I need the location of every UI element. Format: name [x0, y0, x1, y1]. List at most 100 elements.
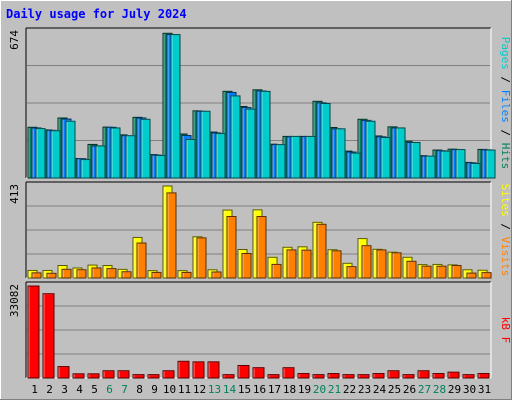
bar-outline: [282, 367, 295, 379]
x-tick-label: 17: [268, 383, 281, 396]
bar-face: [333, 250, 341, 278]
bar-outline: [50, 130, 61, 179]
bar-face: [224, 374, 234, 378]
bar-face: [292, 136, 300, 178]
bar-face: [157, 155, 165, 178]
bar-face: [179, 361, 189, 378]
bar-face: [378, 249, 386, 278]
y-max-label: 33082: [8, 284, 21, 317]
bar-outline: [61, 268, 72, 279]
bar-face: [254, 367, 264, 378]
bar-face: [78, 269, 86, 278]
bar-outline: [451, 265, 462, 279]
bar-face: [123, 271, 131, 278]
bar-pages: [290, 135, 301, 179]
bar-pages: [395, 127, 406, 179]
bar-face: [277, 144, 285, 178]
bar-visits: [76, 269, 87, 279]
bar-outline: [290, 135, 301, 179]
bar-outline: [402, 374, 415, 379]
bar-pages: [125, 135, 136, 179]
bar-kb-f: [147, 374, 160, 379]
bar-outline: [162, 370, 175, 379]
bar-face: [112, 127, 120, 178]
bar-outline: [151, 271, 162, 279]
bar-outline: [196, 237, 207, 279]
bar-visits: [361, 245, 372, 279]
bar-outline: [350, 152, 361, 179]
bar-face: [337, 128, 345, 178]
bar-face: [262, 91, 270, 178]
bar-outline: [297, 373, 310, 379]
bar-outline: [342, 374, 355, 379]
bar-pages: [455, 149, 466, 179]
bar-outline: [136, 242, 147, 279]
bar-kb-f: [72, 373, 85, 379]
bar-outline: [241, 252, 252, 279]
bar-face: [457, 149, 465, 178]
x-tick-label: 18: [283, 383, 296, 396]
bar-face: [359, 374, 369, 378]
chart-title: Daily usage for July 2024: [6, 7, 187, 21]
bar-outline: [485, 149, 496, 179]
bar-face: [108, 268, 116, 278]
bar-outline: [57, 366, 70, 379]
x-tick-label: 26: [403, 383, 416, 396]
bar-outline: [395, 127, 406, 179]
bar-outline: [331, 250, 342, 279]
bar-kb-f: [42, 293, 55, 379]
bar-outline: [125, 135, 136, 179]
bar-outline: [387, 370, 400, 379]
bar-pages: [245, 108, 256, 179]
bar-outline: [177, 360, 190, 379]
bar-face: [438, 266, 446, 278]
bar-face: [213, 271, 221, 278]
bar-visits: [166, 192, 177, 279]
bar-face: [318, 224, 326, 278]
bar-outline: [117, 370, 130, 379]
bar-face: [273, 264, 281, 278]
bar-kb-f: [267, 374, 280, 379]
bar-face: [427, 156, 435, 178]
bar-outline: [260, 90, 271, 179]
bar-pages: [305, 135, 316, 179]
side-legend: Pages / Files / Hits: [499, 37, 512, 170]
bar-face: [29, 286, 39, 378]
bar-kb-f: [372, 373, 385, 379]
bar-outline: [147, 374, 160, 379]
bar-outline: [200, 110, 211, 179]
y-max-label: 674: [8, 30, 21, 50]
bar-outline: [72, 373, 85, 379]
bar-face: [453, 265, 461, 278]
bar-outline: [42, 293, 55, 379]
bar-face: [434, 373, 444, 378]
bar-kb-f: [162, 370, 175, 379]
bar-face: [149, 374, 159, 378]
y-max-label: 413: [8, 184, 21, 204]
x-tick-label: 19: [298, 383, 311, 396]
bar-face: [172, 34, 180, 178]
side-legend: kB F: [499, 317, 512, 344]
bar-face: [228, 216, 236, 278]
bar-visits: [331, 250, 342, 279]
bar-kb-f: [357, 374, 370, 379]
bar-face: [89, 373, 99, 378]
bar-face: [67, 121, 75, 178]
bar-outline: [477, 373, 490, 379]
bar-outline: [406, 260, 417, 279]
x-tick-label: 13: [208, 383, 221, 396]
bar-kb-f: [432, 373, 445, 379]
bar-outline: [237, 364, 250, 379]
bar-kb-f: [222, 374, 235, 379]
bar-pages: [50, 130, 61, 179]
bar-kb-f: [387, 370, 400, 379]
bar-outline: [106, 268, 117, 279]
bar-outline: [466, 272, 477, 279]
bar-face: [232, 95, 240, 178]
bar-face: [258, 216, 266, 278]
bar-visits: [316, 223, 327, 279]
bar-face: [97, 145, 105, 178]
bar-kb-f: [192, 361, 205, 379]
bar-outline: [410, 141, 421, 179]
bar-face: [449, 372, 459, 378]
